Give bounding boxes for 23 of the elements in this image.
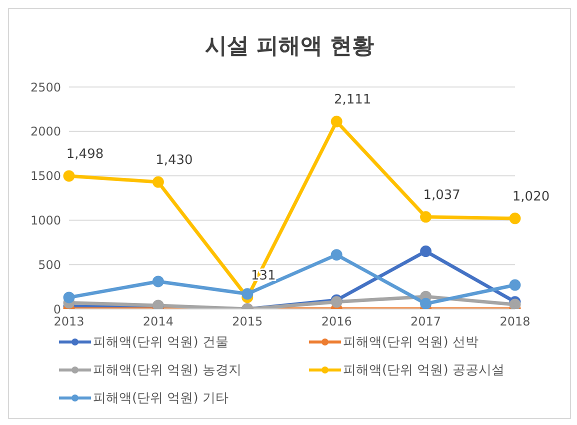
data-label: 2,111: [334, 92, 372, 108]
legend-label: 피해액(단위 억원) 건물: [93, 334, 228, 351]
legend-label: 피해액(단위 억원) 선박: [343, 334, 478, 351]
x-tick-label: 2013: [54, 314, 84, 329]
legend-label: 피해액(단위 억원) 농경지: [93, 362, 242, 379]
x-tick-label: 2014: [142, 314, 174, 329]
x-tick-label: 2018: [500, 314, 530, 329]
y-tick-label: 2000: [30, 124, 61, 139]
data-label: 1,020: [512, 189, 550, 204]
data-label: 1,037: [423, 188, 460, 203]
x-tick-label: 2015: [232, 314, 263, 329]
chart-title: 시설 피해액 현황: [204, 33, 376, 61]
data-label: 1,498: [66, 146, 104, 162]
legend-label: 피해액(단위 억원) 공공시설: [343, 362, 504, 379]
y-tick-label: 2500: [30, 80, 61, 94]
x-tick-label: 2016: [321, 314, 352, 329]
y-tick-label: 0: [53, 302, 61, 316]
y-tick-label: 1500: [30, 169, 61, 184]
x-tick-label: 2017: [410, 314, 442, 329]
data-label: 1,430: [156, 153, 193, 168]
y-tick-label: 1000: [30, 213, 61, 228]
legend-label: 피해액(단위 억원) 기타: [93, 390, 228, 407]
y-tick-label: 500: [38, 258, 61, 272]
